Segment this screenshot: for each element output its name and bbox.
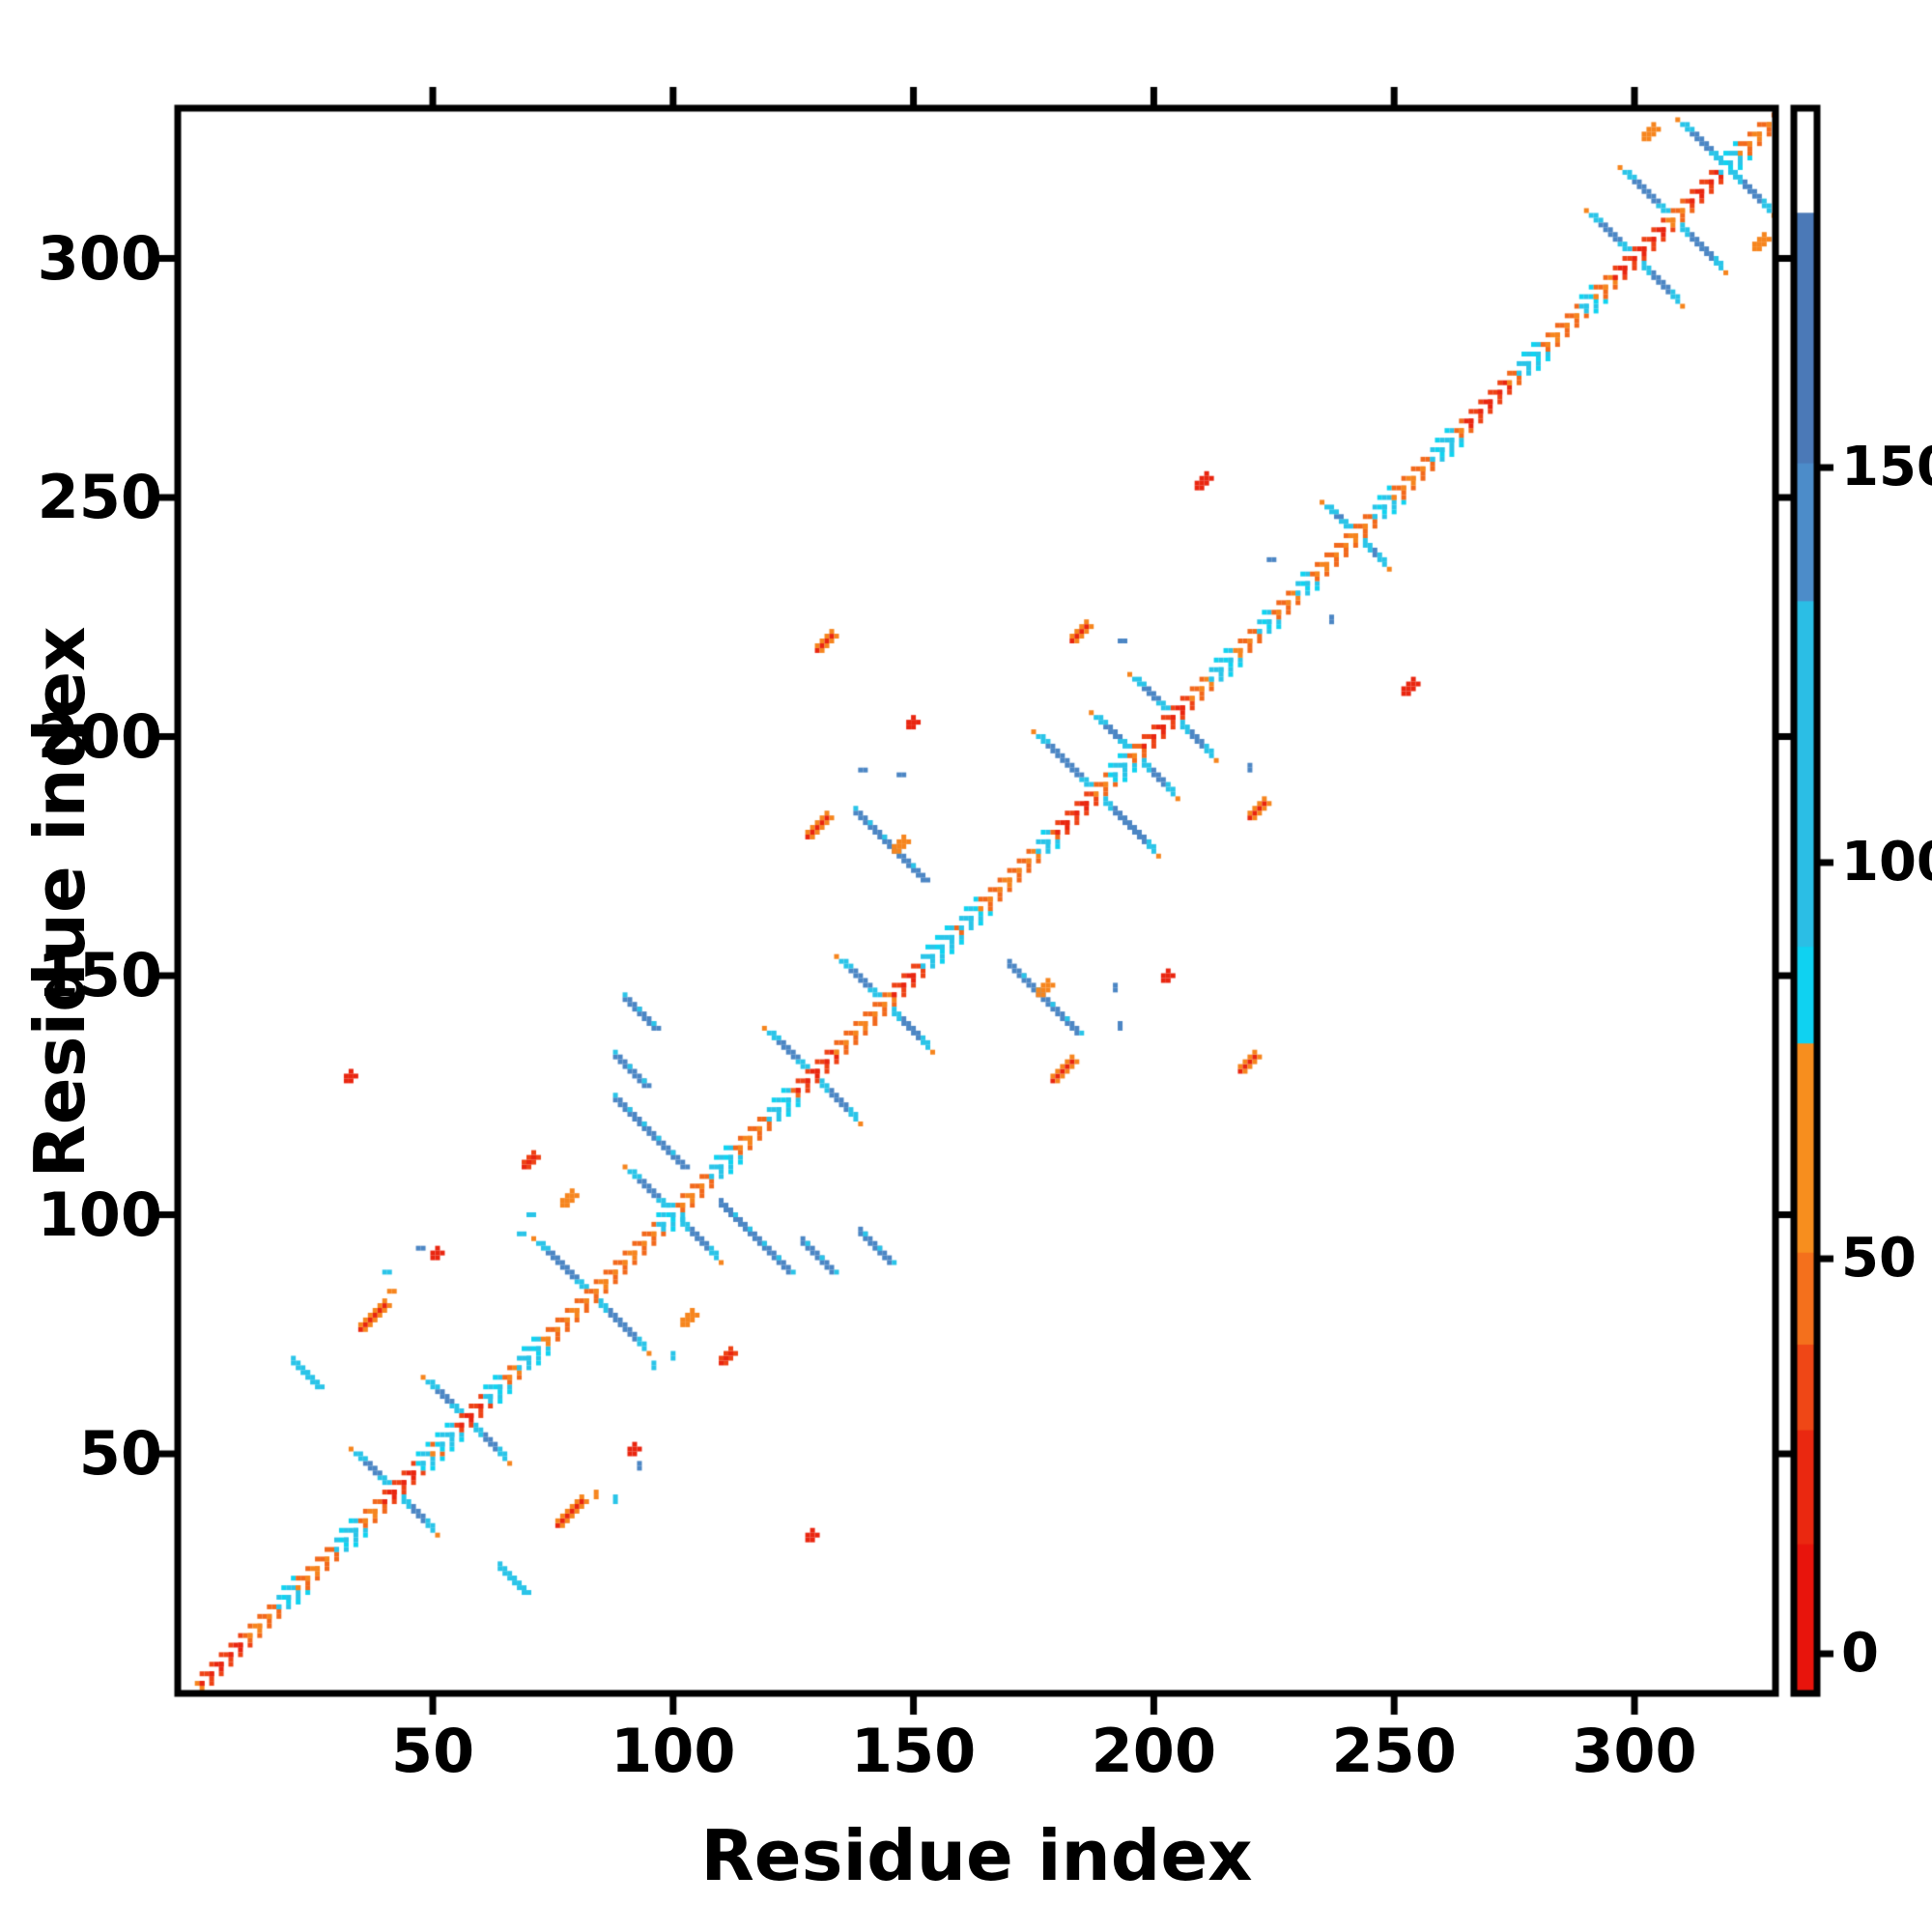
x-tick-label: 50 — [390, 1716, 475, 1786]
x-tick-label: 150 — [850, 1716, 977, 1786]
colorbar-tick-label: 50 — [1841, 1227, 1917, 1291]
y-tick-label: 150 — [37, 940, 162, 1010]
colorbar-tick-label: 100 — [1841, 830, 1932, 894]
x-axis-title: Residue index — [700, 1815, 1253, 1896]
y-tick-label: 50 — [78, 1418, 162, 1489]
y-tick-label: 200 — [37, 700, 162, 772]
colorbar-tick-label: 0 — [1841, 1621, 1879, 1685]
x-tick-label: 300 — [1572, 1716, 1697, 1786]
y-tick-label: 250 — [37, 462, 162, 532]
x-tick-label: 100 — [611, 1716, 736, 1786]
x-tick-label: 200 — [1091, 1716, 1217, 1786]
x-tick-label: 250 — [1331, 1716, 1457, 1786]
y-axis-title: Residue index — [19, 626, 100, 1179]
y-tick-label: 100 — [37, 1179, 162, 1250]
colorbar-tick-label: 150 — [1841, 436, 1932, 498]
y-tick-label: 300 — [37, 222, 162, 294]
